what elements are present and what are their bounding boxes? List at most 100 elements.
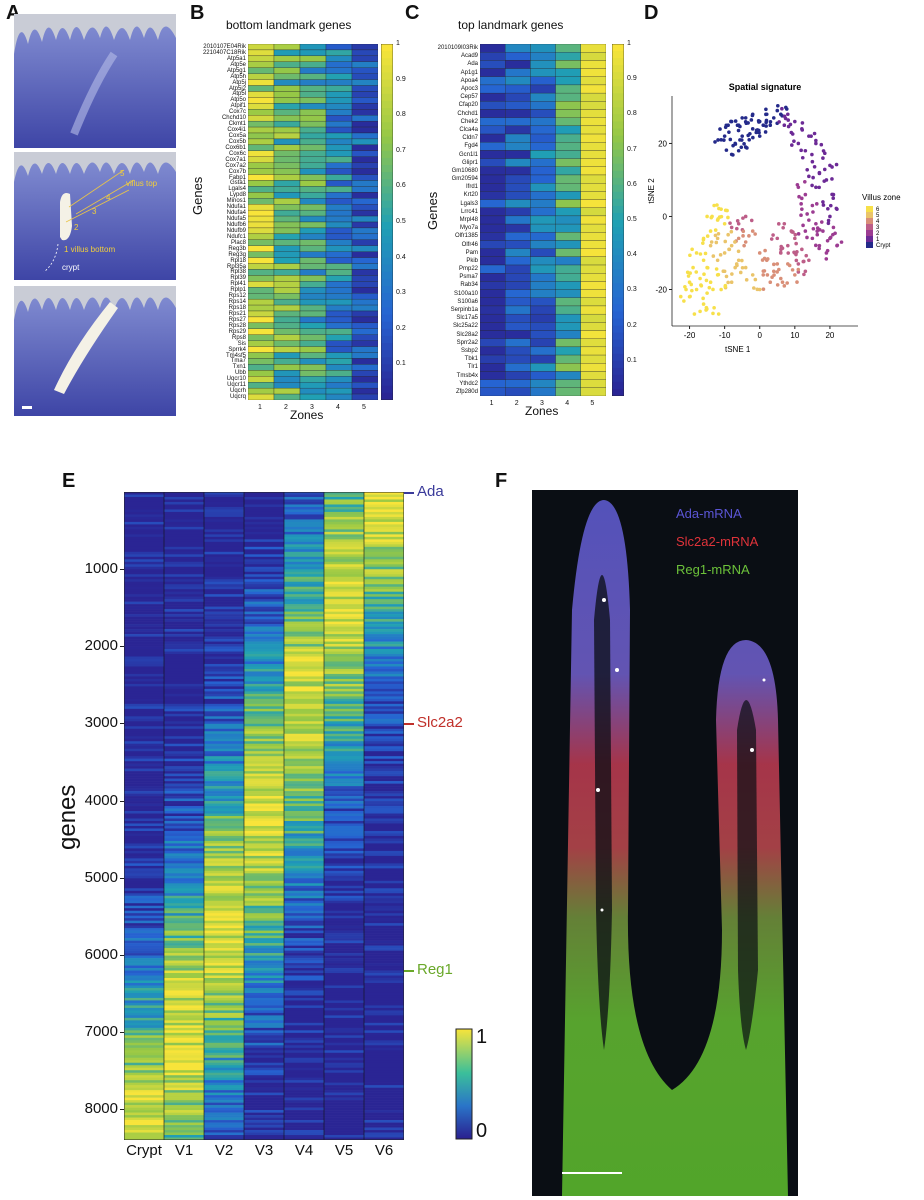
heat-row-cell <box>284 738 325 742</box>
heat-row-cell <box>204 1110 245 1113</box>
heat-row-cell <box>284 1115 325 1118</box>
heat-row-cell <box>364 711 404 715</box>
heat-row-cell <box>164 978 205 981</box>
heat-cell <box>248 132 275 140</box>
scatter-point <box>755 287 760 292</box>
heat-row-cell <box>204 711 245 715</box>
gene-label: Zfp280d <box>455 388 478 395</box>
heat-row-cell <box>124 888 165 892</box>
heat-row-cell <box>324 888 365 892</box>
heat-row-cell <box>124 1122 165 1126</box>
heat-row-cell <box>124 973 165 976</box>
heat-row-cell <box>204 940 245 944</box>
heat-row-cell <box>164 873 205 877</box>
heat-cell <box>351 126 378 134</box>
heat-row-cell <box>204 604 245 607</box>
heat-cell <box>351 79 378 86</box>
heat-cell <box>273 120 301 128</box>
heat-cell <box>555 133 581 143</box>
heat-row-cell <box>244 701 285 705</box>
heat-cell <box>325 85 353 92</box>
scatter-point <box>685 270 690 275</box>
scatter-point <box>711 287 715 292</box>
heat-row-cell <box>324 756 365 759</box>
scatter-point <box>810 159 815 164</box>
scatter-point <box>796 141 801 146</box>
heat-row-cell <box>164 1022 205 1026</box>
scatter-point <box>815 232 820 237</box>
heat-cell <box>325 120 353 128</box>
heat-row-cell <box>124 1115 165 1118</box>
heat-row-cell <box>204 838 245 842</box>
scatter-point <box>830 165 834 169</box>
heat-row-cell <box>244 880 285 884</box>
scatter-point <box>688 294 692 299</box>
heat-row-cell <box>164 858 205 862</box>
heat-row-cell <box>164 798 205 802</box>
scatter-point <box>803 180 807 184</box>
heat-row-cell <box>244 968 285 971</box>
panel-label-b: B <box>190 2 205 24</box>
heat-cell <box>505 142 531 151</box>
heat-row-cell <box>284 668 325 672</box>
scatter-point <box>799 148 803 153</box>
heat-row-cell <box>244 1107 285 1111</box>
scatter-point <box>736 249 741 254</box>
heat-cell <box>530 199 556 208</box>
heat-row-cell <box>204 551 245 555</box>
heat-cell <box>325 376 353 383</box>
heat-row-cell <box>244 1100 285 1103</box>
heat-cell <box>299 334 327 341</box>
heat-row-cell <box>324 885 365 889</box>
heat-row-cell <box>164 614 205 617</box>
scatter-point <box>793 273 797 277</box>
gene-label: Lgals4 <box>228 186 246 193</box>
heat-row-cell <box>364 663 404 667</box>
heat-row-cell <box>164 813 205 817</box>
heat-row-cell <box>124 833 165 837</box>
heat-row-cell <box>164 975 205 979</box>
heat-row-cell <box>364 997 404 1001</box>
heat-row-cell <box>284 1042 325 1046</box>
heat-cell <box>555 191 581 200</box>
heat-cell <box>580 158 606 167</box>
heat-row-cell <box>244 865 285 869</box>
heat-cell <box>325 209 353 217</box>
heat-row-cell <box>124 1082 165 1086</box>
heat-row-cell <box>324 706 365 710</box>
heat-row-cell <box>124 561 165 565</box>
gene-label: Cox6c <box>228 150 246 157</box>
heat-row-cell <box>164 499 205 503</box>
heat-row-cell <box>164 564 205 568</box>
heat-cell <box>299 316 327 324</box>
heat-row-cell <box>324 736 365 740</box>
heat-cell <box>505 133 531 143</box>
heat-row-cell <box>204 1070 245 1074</box>
heat-row-cell <box>204 1030 245 1034</box>
heat-row-cell <box>324 1022 365 1026</box>
heat-row-cell <box>244 706 285 710</box>
heat-row-cell <box>204 492 245 495</box>
heat-row-cell <box>284 1035 325 1039</box>
heat-row-cell <box>284 711 325 715</box>
heat-cell <box>248 120 275 128</box>
heat-row-cell <box>244 898 285 902</box>
heat-row-cell <box>244 1037 285 1041</box>
heat-cell <box>299 233 327 240</box>
scatter-point <box>814 202 819 206</box>
heat-row-cell <box>324 905 365 909</box>
heat-row-cell <box>244 813 285 817</box>
heat-row-cell <box>124 813 165 817</box>
heat-row-cell <box>364 1080 404 1083</box>
heat-row-cell <box>364 624 404 627</box>
heat-row-cell <box>124 923 165 926</box>
heat-row-cell <box>324 1097 365 1101</box>
heat-cell <box>299 376 327 383</box>
gene-label: Rps14 <box>228 299 246 306</box>
heat-cell <box>530 232 556 241</box>
heat-cell <box>248 156 275 163</box>
heat-row-cell <box>324 666 365 670</box>
heat-row-cell <box>324 492 365 495</box>
heat-cell <box>248 257 275 264</box>
scatter-point <box>757 251 762 255</box>
